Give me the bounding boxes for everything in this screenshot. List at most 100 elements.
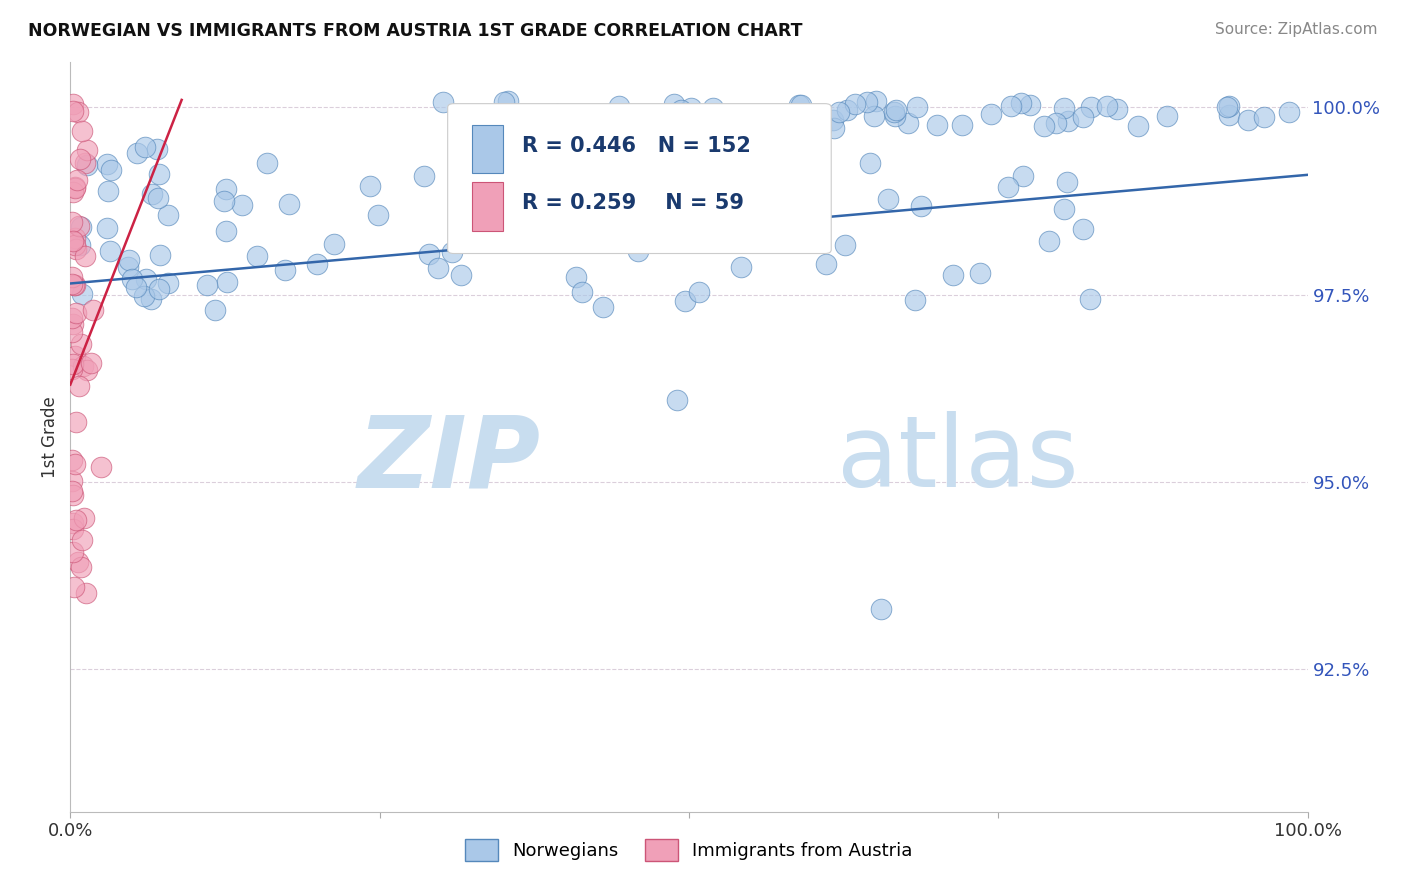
Point (305, 257, 328, 271)
Point (828, 104, 851, 119)
Point (62, 185, 84, 199)
Point (65, 512, 87, 526)
Point (627, 244, 650, 259)
Bar (472, 125, 503, 173)
Point (141, 187, 163, 202)
Point (662, 97, 685, 112)
Point (62, 317, 84, 331)
Point (509, 201, 531, 215)
Point (65, 415, 87, 429)
Point (883, 104, 905, 119)
Point (90, 460, 112, 475)
Point (148, 248, 170, 262)
Point (1080, 99, 1102, 113)
Point (60, 484, 83, 499)
Point (73, 511, 96, 525)
Point (910, 199, 932, 213)
Point (96, 220, 118, 235)
Point (135, 272, 157, 286)
Point (72, 359, 94, 373)
Point (630, 110, 652, 124)
Point (70, 533, 93, 547)
Point (359, 179, 381, 194)
Point (231, 198, 253, 212)
Point (796, 168, 818, 182)
Point (65, 243, 87, 257)
Point (451, 114, 474, 128)
Point (756, 166, 779, 180)
Point (60, 214, 83, 228)
Point (146, 143, 169, 157)
Point (761, 113, 783, 128)
Point (1078, 292, 1101, 306)
Point (491, 147, 513, 161)
Point (883, 109, 905, 123)
Point (1277, 105, 1299, 120)
Point (927, 119, 949, 133)
Point (1056, 175, 1078, 189)
Point (274, 262, 297, 277)
Point (787, 98, 810, 112)
Point (65, 457, 87, 471)
Point (125, 280, 148, 294)
Point (673, 294, 696, 309)
Point (62, 516, 84, 530)
Point (60, 326, 83, 340)
Point (510, 119, 533, 133)
Point (1218, 108, 1240, 122)
Point (1045, 116, 1067, 130)
Point (156, 208, 179, 222)
Point (614, 119, 637, 133)
Point (863, 109, 886, 123)
Point (62, 97, 84, 112)
Point (665, 392, 688, 407)
Point (702, 102, 724, 116)
Point (60, 310, 83, 325)
Text: Source: ZipAtlas.com: Source: ZipAtlas.com (1215, 22, 1378, 37)
Point (865, 94, 887, 108)
Point (148, 282, 170, 296)
Point (62, 545, 84, 559)
Point (134, 140, 156, 154)
Point (1057, 113, 1080, 128)
Point (969, 266, 991, 280)
Point (60, 453, 83, 467)
Point (796, 109, 818, 123)
Point (76, 363, 98, 377)
Point (65, 305, 87, 319)
Point (75, 586, 97, 600)
Point (215, 275, 238, 289)
Point (69, 337, 91, 351)
Point (859, 156, 882, 170)
Point (63, 237, 86, 252)
Point (834, 237, 856, 252)
Point (815, 257, 838, 271)
Point (60, 475, 83, 489)
Bar (472, 182, 503, 231)
Point (1156, 109, 1178, 123)
Point (942, 268, 965, 283)
Point (73, 249, 96, 263)
Point (1053, 202, 1076, 216)
Point (790, 98, 813, 112)
Point (256, 156, 278, 170)
Point (63, 181, 86, 195)
Point (869, 602, 891, 616)
Point (60, 362, 83, 376)
Point (62, 104, 84, 119)
Point (682, 230, 704, 244)
Point (1218, 99, 1240, 113)
Point (97, 185, 120, 199)
Point (69, 237, 91, 252)
Point (546, 107, 568, 121)
Point (997, 180, 1019, 194)
Point (1018, 97, 1040, 112)
Point (730, 260, 752, 275)
Point (63, 349, 86, 363)
Point (70, 560, 93, 574)
Point (709, 164, 731, 178)
Point (418, 246, 440, 260)
Point (69, 152, 91, 166)
Point (195, 277, 218, 292)
Point (688, 285, 710, 299)
